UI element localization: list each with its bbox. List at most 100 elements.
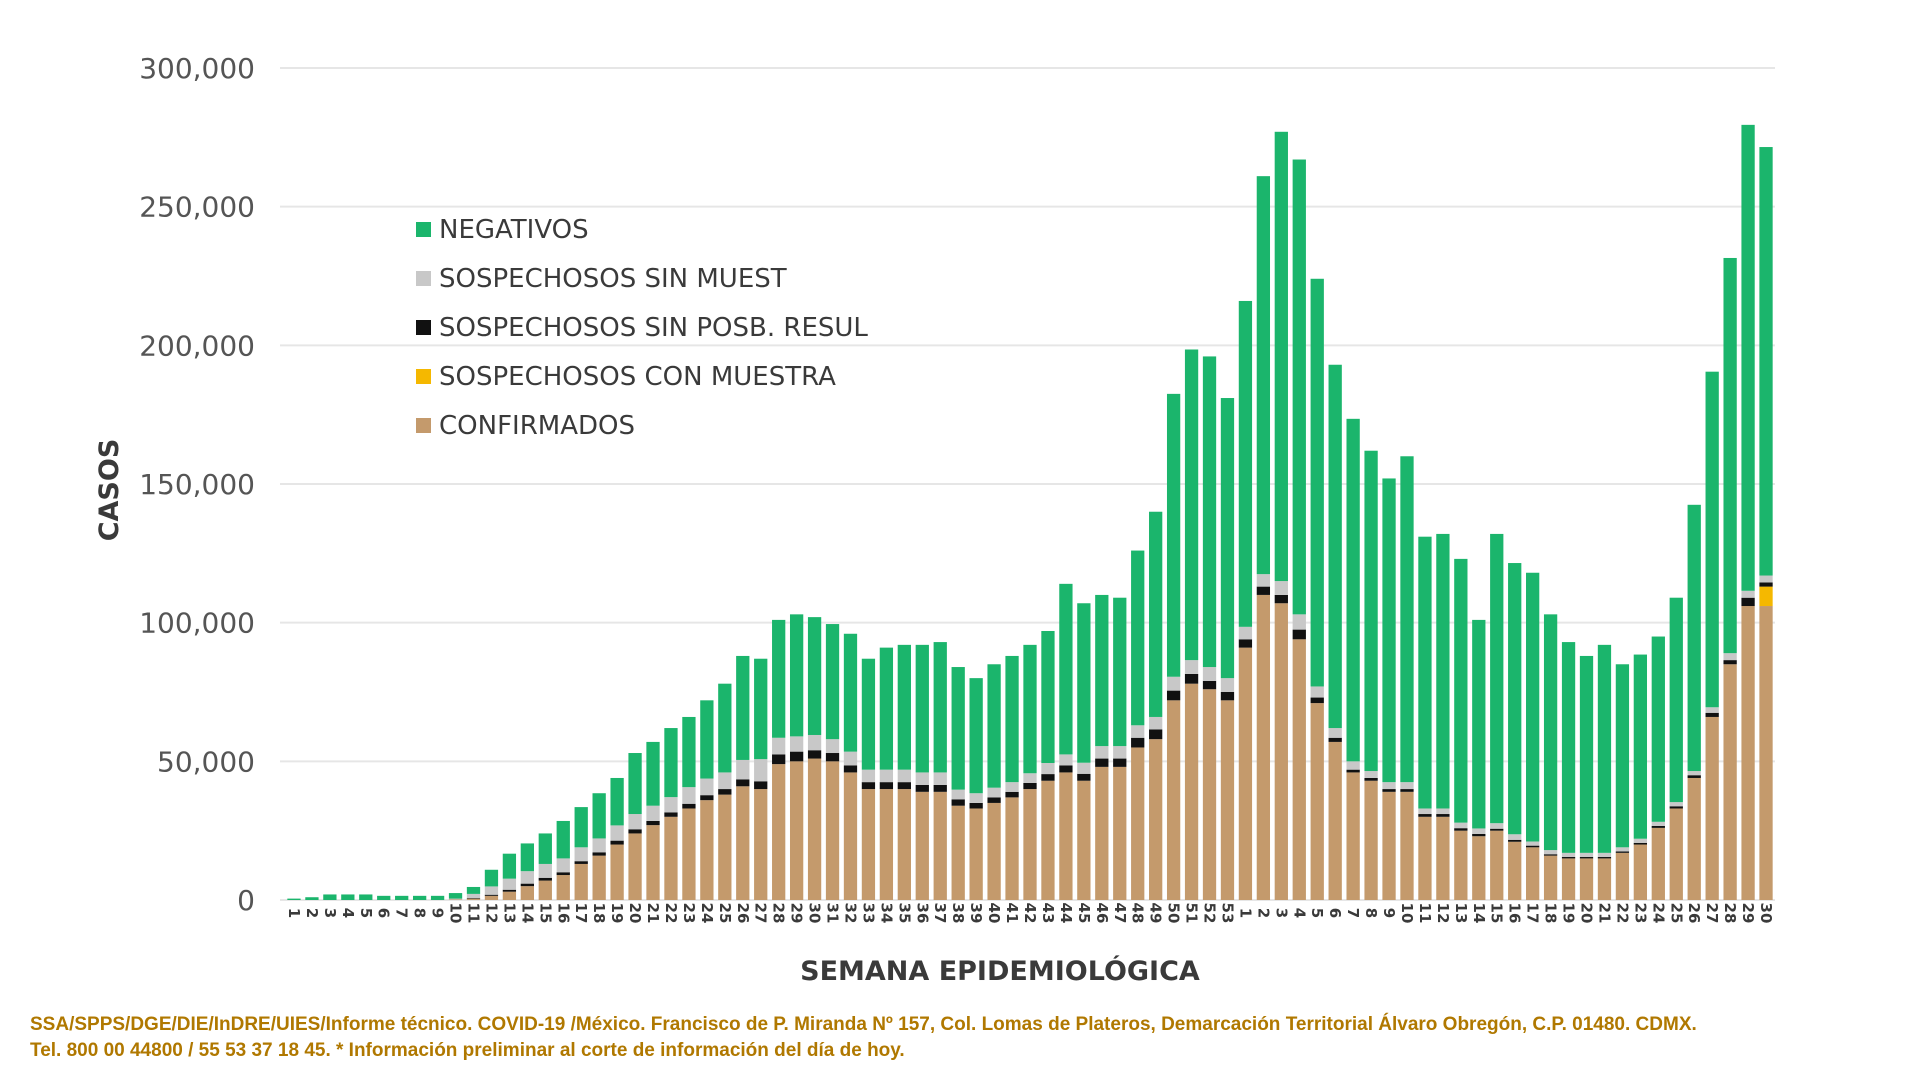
- bar-segment-sospechosos-sin-posb-resul: [1113, 758, 1127, 767]
- bar-segment-negativos: [1256, 176, 1271, 575]
- bar-segment-confirmados: [1723, 664, 1737, 900]
- bar-segment-confirmados: [1382, 791, 1396, 900]
- bar-segment-sospechosos-sin-posb-resul: [718, 789, 732, 795]
- bar-segment-negativos: [1454, 558, 1468, 823]
- bar-segment-confirmados: [987, 802, 1001, 900]
- bar-week-26: [736, 655, 750, 900]
- bar-week-81: [1723, 257, 1737, 900]
- x-tick-label: 9: [1380, 908, 1398, 918]
- bar-segment-sospechosos-sin-posb-resul: [1382, 789, 1396, 792]
- bar-segment-sospechosos-sin-muest: [1454, 822, 1468, 829]
- bar-segment-confirmados: [1220, 700, 1235, 900]
- footer-line-1: SSA/SPPS/DGE/DIE/InDRE/UIES/Informe técn…: [30, 1014, 1697, 1035]
- bar-week-62: [1382, 478, 1396, 900]
- bar-segment-negativos: [915, 644, 929, 773]
- x-tick-label: 5: [1308, 908, 1326, 918]
- bar-week-35: [897, 644, 911, 900]
- x-tick-label: 11: [464, 903, 482, 924]
- bar-week-11: [466, 886, 481, 900]
- bar-segment-sospechosos-sin-posb-resul: [682, 803, 696, 809]
- bar-week-4: [341, 894, 355, 900]
- bar-week-55: [1256, 176, 1271, 900]
- bar-week-74: [1597, 644, 1612, 900]
- bar-segment-confirmados: [484, 895, 499, 900]
- bar-week-31: [825, 624, 840, 900]
- bar-segment-confirmados: [646, 825, 660, 900]
- x-tick-label: 24: [1649, 903, 1667, 924]
- bar-segment-sospechosos-sin-muest: [933, 772, 947, 785]
- bar-segment-negativos: [502, 853, 517, 879]
- bar-segment-negativos: [1418, 536, 1432, 809]
- x-tick-label: 20: [626, 903, 644, 924]
- bar-segment-confirmados: [951, 805, 965, 900]
- bar-segment-sospechosos-sin-posb-resul: [1615, 851, 1630, 853]
- x-tick-label: 29: [1739, 903, 1757, 924]
- bar-segment-sospechosos-sin-muest: [1400, 782, 1414, 790]
- bar-segment-sospechosos-sin-posb-resul: [1687, 775, 1701, 778]
- bar-segment-sospechosos-sin-muest: [754, 759, 768, 782]
- bar-week-2: [305, 897, 319, 900]
- bar-segment-sospechosos-sin-muest: [1741, 590, 1755, 598]
- bar-segment-negativos: [789, 614, 804, 737]
- bar-week-60: [1346, 418, 1360, 900]
- bar-segment-sospechosos-sin-posb-resul: [1543, 854, 1558, 856]
- bar-segment-sospechosos-sin-posb-resul: [1723, 660, 1737, 665]
- x-tick-label: 6: [375, 908, 393, 918]
- legend-swatch: [416, 222, 431, 237]
- bar-segment-negativos: [664, 728, 678, 798]
- x-tick-label: 22: [1613, 903, 1631, 924]
- bar-segment-sospechosos-sin-posb-resul: [754, 781, 768, 790]
- bar-segment-confirmados: [1202, 689, 1217, 900]
- bar-segment-negativos: [1328, 364, 1342, 729]
- bar-week-5: [359, 894, 373, 900]
- x-tick-label: 28: [770, 903, 788, 924]
- x-tick-label: 1: [285, 908, 303, 918]
- x-tick-label: 48: [1129, 903, 1147, 924]
- bar-segment-negativos: [1579, 655, 1594, 853]
- bar-week-83: [1759, 147, 1773, 900]
- bar-segment-negativos: [861, 658, 876, 770]
- bar-segment-sospechosos-sin-muest: [1759, 575, 1773, 583]
- bar-segment-sospechosos-sin-muest: [1615, 847, 1630, 852]
- bar-segment-sospechosos-sin-muest: [1382, 782, 1396, 790]
- legend-swatch: [416, 369, 431, 384]
- x-tick-label: 14: [518, 903, 536, 924]
- bar-segment-sospechosos-sin-muest: [664, 797, 678, 813]
- bar-segment-sospechosos-sin-muest: [1651, 821, 1665, 826]
- bar-segment-sospechosos-sin-muest: [1723, 653, 1737, 661]
- bar-segment-negativos: [1005, 655, 1019, 783]
- bar-segment-confirmados: [1508, 841, 1522, 900]
- bar-week-43: [1041, 630, 1055, 900]
- bar-segment-confirmados: [1023, 789, 1037, 900]
- bar-segment-negativos: [969, 678, 983, 794]
- bar-week-15: [538, 833, 552, 900]
- bar-segment-negativos: [538, 833, 552, 864]
- bar-segment-confirmados: [1059, 772, 1073, 900]
- x-tick-label: 8: [1362, 908, 1380, 918]
- bar-segment-confirmados: [1651, 827, 1665, 900]
- x-tick-label: 50: [1165, 903, 1183, 924]
- bar-segment-negativos: [1561, 642, 1576, 853]
- bar-segment-sospechosos-sin-muest: [1166, 676, 1181, 691]
- x-axis-ticks: 1 2 3 4 5 6 7 8 9 10 11 12 13 14 15 16 17 18 19 20 21 22 23 24 2…: [285, 903, 1775, 924]
- bar-segment-sospechosos-sin-muest: [969, 793, 983, 803]
- bar-segment-sospechosos-sin-muest: [1274, 581, 1288, 595]
- x-tick-label: 2: [1254, 908, 1272, 918]
- bar-segment-sospechosos-sin-muest: [520, 871, 534, 884]
- bar-segment-negativos: [1274, 131, 1288, 582]
- bar-week-37: [933, 642, 947, 900]
- x-tick-label: 11: [1416, 903, 1434, 924]
- bar-segment-negativos: [520, 843, 534, 872]
- x-tick-label: 5: [357, 908, 375, 918]
- bar-segment-negativos: [430, 895, 445, 900]
- bar-segment-confirmados: [1238, 647, 1253, 900]
- bar-segment-sospechosos-sin-posb-resul: [1436, 814, 1450, 817]
- bar-segment-sospechosos-sin-muest: [897, 769, 911, 783]
- bar-segment-sospechosos-sin-muest: [502, 878, 517, 890]
- bar-segment-negativos: [412, 895, 427, 900]
- bar-segment-negativos: [448, 893, 463, 899]
- bar-week-27: [754, 658, 768, 900]
- bar-segment-sospechosos-sin-posb-resul: [879, 782, 894, 790]
- x-tick-label: 26: [734, 903, 752, 924]
- bar-segment-sospechosos-sin-muest: [1561, 852, 1576, 858]
